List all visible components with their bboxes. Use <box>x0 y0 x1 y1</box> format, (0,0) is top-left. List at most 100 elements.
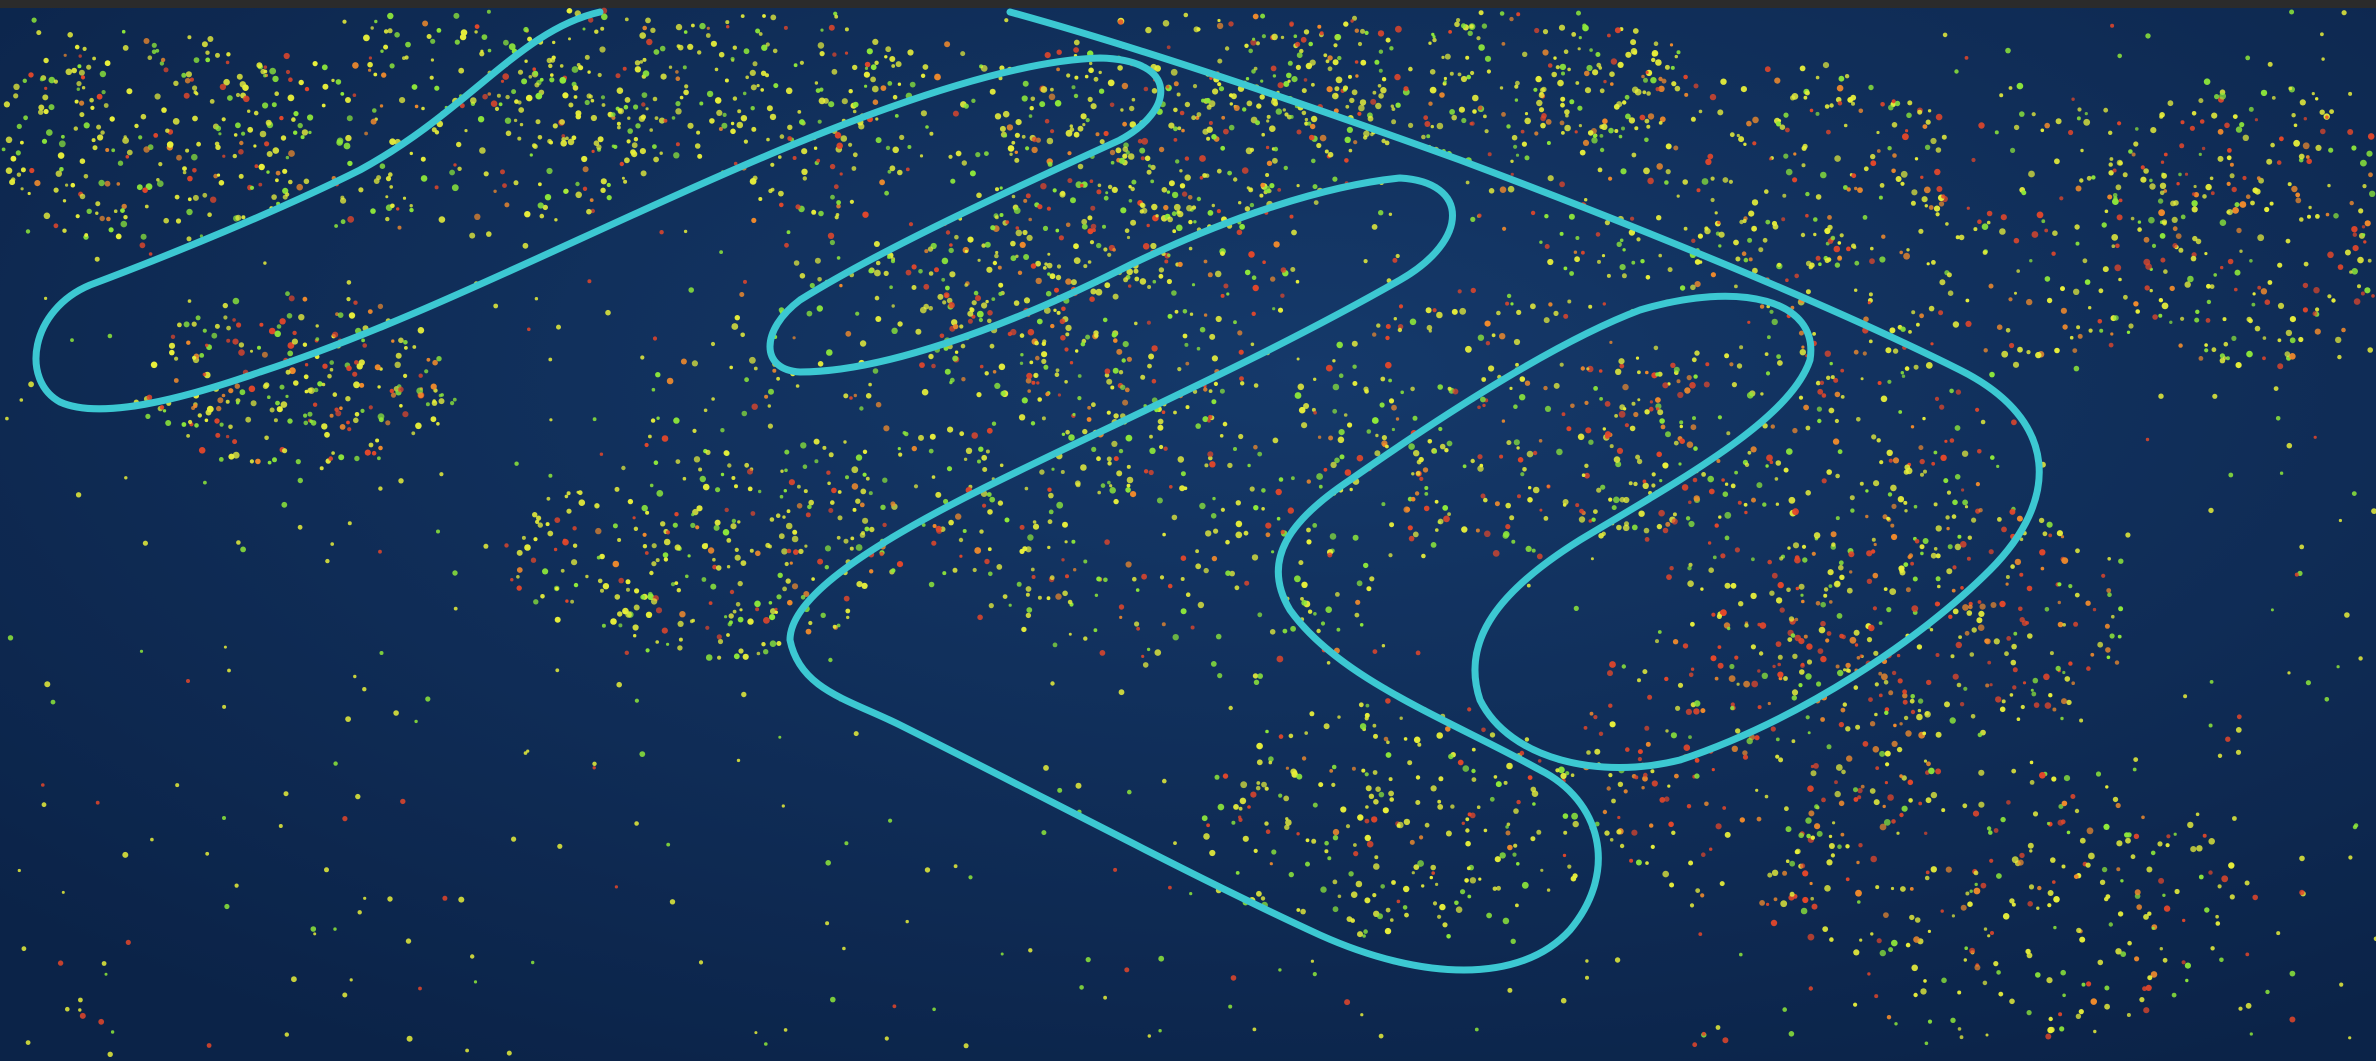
feature-point <box>276 324 282 329</box>
feature-point <box>2175 233 2182 240</box>
feature-point <box>1211 399 1217 405</box>
feature-point <box>830 194 835 200</box>
feature-point <box>768 601 773 605</box>
feature-point <box>754 600 761 608</box>
feature-point <box>1372 770 1378 775</box>
feature-point <box>1650 769 1655 774</box>
feature-point <box>1855 724 1861 730</box>
feature-point <box>1132 576 1137 582</box>
feature-point <box>1515 362 1519 367</box>
feature-point <box>1765 464 1769 468</box>
feature-point <box>2128 323 2134 329</box>
feature-point <box>1351 766 1356 771</box>
feature-point <box>714 97 722 104</box>
feature-point <box>1298 406 1306 414</box>
feature-point <box>2110 332 2114 336</box>
feature-point <box>2178 172 2182 177</box>
feature-point <box>2349 270 2353 274</box>
feature-point <box>1481 727 1486 733</box>
feature-point <box>1769 590 1775 596</box>
feature-point <box>819 51 825 57</box>
feature-point <box>285 369 291 375</box>
feature-point <box>1240 381 1245 386</box>
feature-point <box>120 208 125 214</box>
feature-point <box>633 604 640 611</box>
feature-point <box>869 569 874 574</box>
feature-point <box>104 972 108 976</box>
feature-point <box>172 118 180 125</box>
feature-point <box>2158 313 2163 318</box>
feature-point <box>1560 997 1567 1004</box>
feature-point <box>1021 626 1027 633</box>
feature-point <box>769 113 777 121</box>
feature-point <box>1280 293 1285 298</box>
feature-point <box>1971 627 1977 633</box>
feature-point <box>346 115 353 122</box>
feature-point <box>1041 358 1047 364</box>
feature-point <box>2217 155 2224 162</box>
feature-point <box>2157 841 2163 847</box>
feature-point <box>1881 234 1886 239</box>
feature-point <box>452 397 457 402</box>
feature-point <box>1651 57 1656 63</box>
feature-point <box>1327 55 1333 61</box>
feature-point <box>1722 806 1727 810</box>
feature-point <box>1682 179 1688 185</box>
feature-point <box>2260 89 2268 97</box>
feature-point <box>2105 785 2109 789</box>
feature-point <box>1691 357 1697 363</box>
feature-point <box>925 125 929 129</box>
feature-point <box>766 105 773 112</box>
feature-point <box>521 535 526 540</box>
feature-point <box>2158 298 2164 303</box>
feature-point <box>1966 556 1971 561</box>
feature-point <box>1119 615 1123 620</box>
feature-point <box>624 17 629 22</box>
feature-point <box>2191 192 2196 196</box>
feature-point <box>625 579 631 585</box>
feature-point <box>1542 49 1549 56</box>
feature-point <box>595 527 602 535</box>
feature-point <box>1664 676 1669 682</box>
feature-point <box>937 293 944 300</box>
feature-point <box>1007 145 1015 152</box>
feature-point <box>1714 676 1719 681</box>
feature-point <box>83 122 90 129</box>
feature-point <box>1805 490 1811 496</box>
feature-point <box>830 996 836 1003</box>
feature-point <box>2246 316 2252 323</box>
feature-point <box>1345 104 1350 109</box>
feature-point <box>1955 235 1960 240</box>
feature-point <box>1196 112 1202 117</box>
feature-point <box>1589 48 1593 52</box>
feature-point <box>104 60 111 67</box>
feature-point <box>1150 242 1157 250</box>
feature-point <box>1933 502 1938 507</box>
feature-point <box>96 93 103 100</box>
feature-point <box>1729 362 1734 367</box>
feature-point <box>1891 670 1897 676</box>
feature-point <box>1770 726 1776 732</box>
feature-point <box>1432 35 1436 39</box>
feature-point <box>2058 1012 2063 1017</box>
feature-point <box>1810 835 1816 840</box>
feature-point <box>1811 551 1816 556</box>
feature-point <box>817 119 822 124</box>
feature-point <box>2215 921 2221 926</box>
feature-point <box>600 588 604 593</box>
feature-point <box>562 538 569 546</box>
feature-point <box>2299 889 2305 896</box>
feature-point <box>1169 485 1173 489</box>
feature-point <box>1635 859 1642 866</box>
feature-point <box>215 432 221 438</box>
feature-point <box>861 531 865 535</box>
feature-point <box>1949 717 1956 724</box>
feature-point <box>1625 51 1632 58</box>
feature-point <box>380 49 384 53</box>
feature-point <box>633 137 639 142</box>
feature-point <box>1805 191 1810 197</box>
feature-point <box>1758 247 1764 253</box>
feature-point <box>730 121 735 126</box>
feature-point <box>545 522 550 527</box>
feature-point <box>1297 383 1305 391</box>
